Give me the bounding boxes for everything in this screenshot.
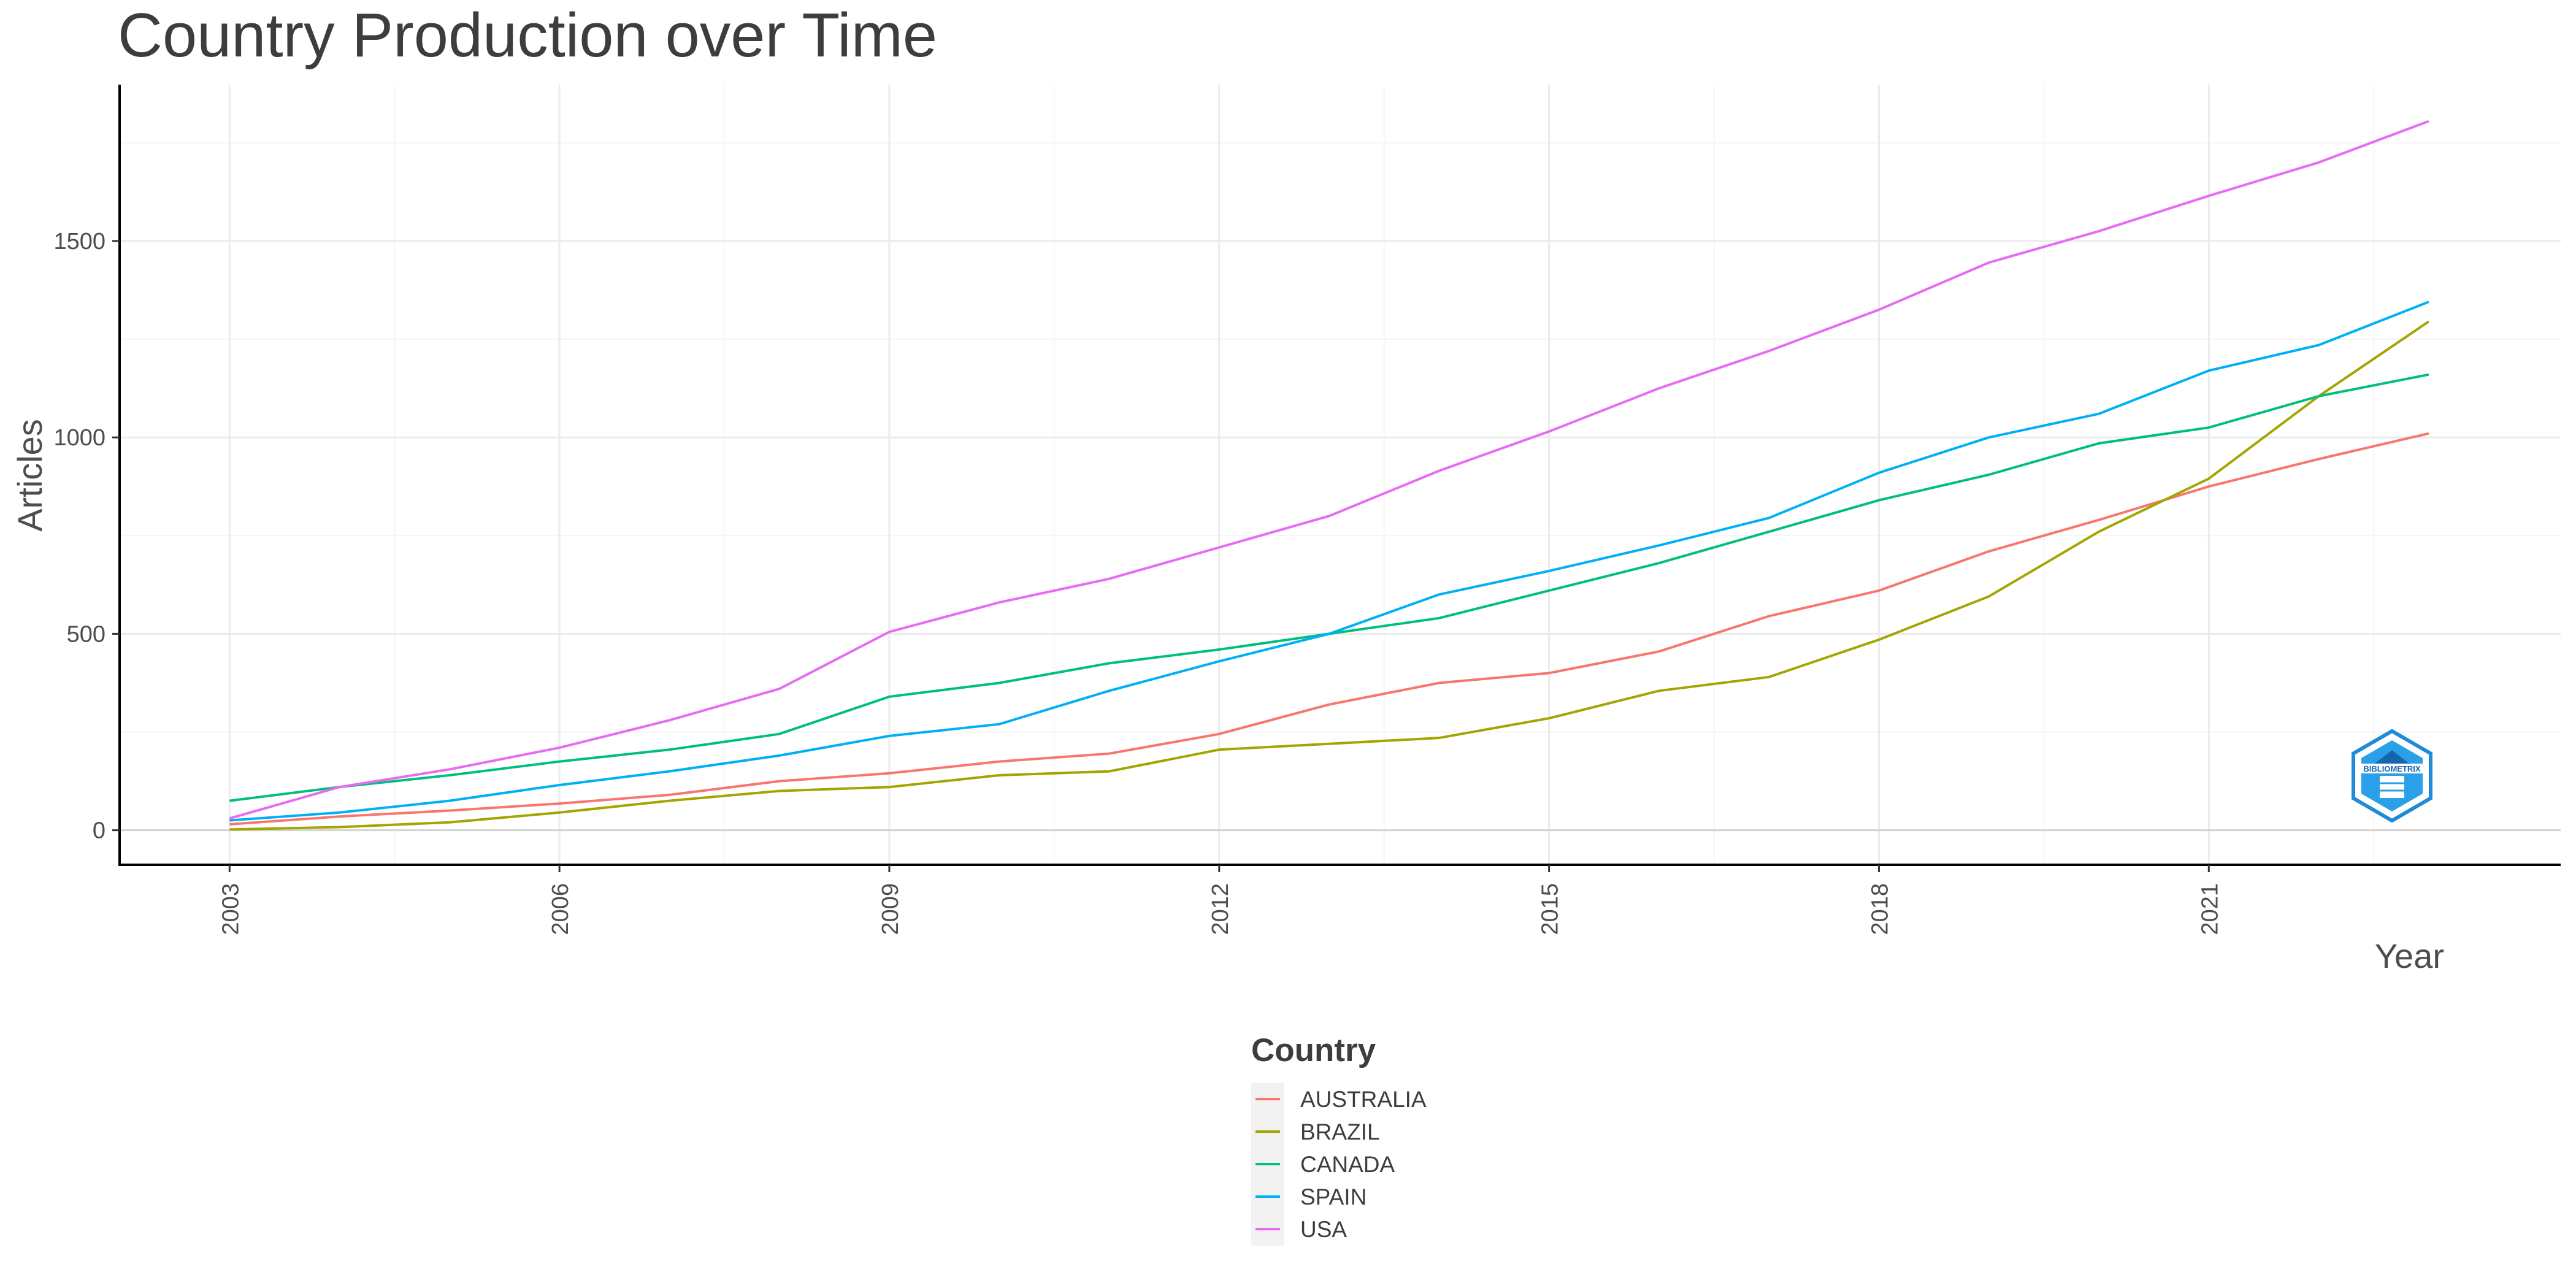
series-line-australia (229, 432, 2429, 826)
y-axis-title: Articles (10, 419, 49, 532)
y-tick-label: 0 (93, 818, 105, 844)
x-tick-label: 2012 (1208, 883, 1233, 935)
x-tick-label: 2015 (1538, 883, 1563, 935)
chart-title: Country Production over Time (118, 1, 937, 70)
legend-label-canada: CANADA (1300, 1152, 1395, 1177)
series-line-spain (229, 301, 2429, 822)
y-tick-label: 500 (67, 621, 105, 647)
y-tick-labels: 0 500 1000 1500 (53, 229, 120, 844)
x-tick-label: 2003 (218, 883, 243, 935)
axes (118, 85, 2561, 866)
x-axis-title: Year (2375, 937, 2444, 975)
logo-building (2380, 776, 2404, 798)
series-lines (229, 120, 2430, 831)
plot-area: 0 500 1000 1500 2003 2006 2009 2012 2015 2018 202… (53, 85, 2561, 935)
legend-label-australia: AUSTRALIA (1300, 1087, 1427, 1112)
x-tick-label: 2018 (1867, 883, 1893, 935)
x-tick-label: 2021 (2197, 883, 2223, 935)
legend: Country AUSTRALIA BRAZIL CANADA SPAIN USA (1251, 1032, 1427, 1246)
legend-title: Country (1251, 1032, 1376, 1068)
x-tick-labels: 2003 2006 2009 2012 2015 2018 2021 (218, 865, 2223, 935)
legend-label-spain: SPAIN (1300, 1184, 1367, 1209)
series-line-usa (229, 120, 2429, 820)
bibliometrix-logo: BIBLIOMETRIX (2352, 729, 2432, 823)
legend-items: AUSTRALIA BRAZIL CANADA SPAIN USA (1251, 1083, 1427, 1246)
y-tick-label: 1000 (53, 425, 105, 451)
logo-band (2356, 764, 2428, 773)
y-tick-label: 1500 (53, 229, 105, 255)
x-tick-label: 2009 (878, 883, 903, 935)
series-line-brazil (229, 320, 2430, 831)
legend-label-brazil: BRAZIL (1300, 1119, 1380, 1144)
legend-label-usa: USA (1300, 1217, 1347, 1242)
logo-text: BIBLIOMETRIX (2363, 764, 2420, 773)
logo-roof (2370, 750, 2414, 767)
x-tick-label: 2006 (548, 883, 573, 935)
